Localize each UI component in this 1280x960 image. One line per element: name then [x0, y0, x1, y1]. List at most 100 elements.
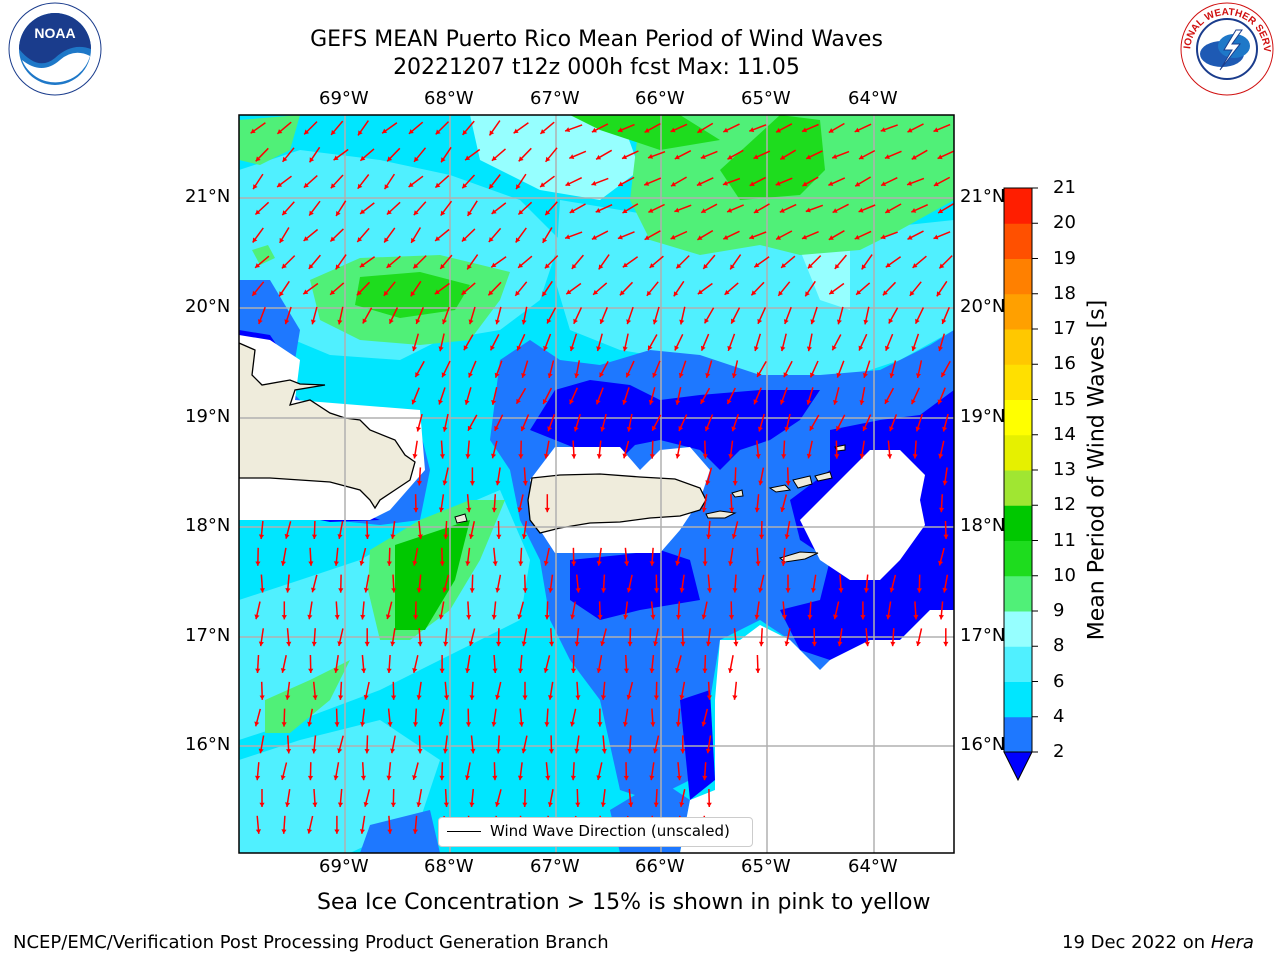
wind-wave-arrowhead [806, 346, 812, 352]
wind-wave-arrowhead [573, 318, 578, 324]
wind-wave-arrowhead [913, 614, 919, 620]
wind-wave-arrowhead [384, 184, 390, 190]
contour-10-11s [720, 115, 825, 200]
wind-wave-arrowhead [441, 372, 447, 378]
wind-wave-arrowhead [916, 588, 922, 593]
wind-wave-arrowhead [570, 721, 576, 727]
wind-wave-arrowhead [706, 588, 713, 593]
contour-8-9s [470, 115, 640, 200]
wind-wave-arrowhead [653, 802, 659, 807]
contour-4-6s [360, 810, 440, 853]
wind-wave-arrowhead [728, 454, 734, 459]
map-frame [238, 114, 955, 854]
wind-wave-arrowhead [255, 668, 261, 673]
footer-left: NCEP/EMC/Verification Post Processing Pr… [13, 932, 609, 953]
lat-tick-left: 21°N [185, 186, 231, 207]
wind-wave-arrowhead [517, 507, 523, 512]
wind-wave-arrowhead [491, 614, 497, 620]
wind-wave-arrowhead [674, 154, 680, 160]
wind-wave-arrowhead [469, 695, 475, 700]
wind-wave-arrowhead [282, 156, 288, 162]
wind-wave-arrowhead [678, 426, 684, 431]
wind-wave-arrowhead [832, 154, 838, 159]
wind-wave-arrowhead [652, 372, 658, 378]
wind-wave-arrowhead [333, 561, 339, 566]
wind-wave-arrowhead [259, 695, 265, 700]
wind-wave-arrowhead [518, 668, 524, 673]
wind-wave-arrowhead [411, 237, 416, 243]
colorbar-tick-label: 13 [1053, 459, 1076, 480]
wind-wave-arrowhead [258, 641, 264, 647]
wind-wave-arrowhead [649, 775, 655, 781]
wind-wave-arrowhead [357, 237, 363, 242]
wind-wave-arrowhead [754, 614, 760, 620]
wind-wave-arrowhead [434, 289, 440, 295]
wind-wave-arrowhead [626, 694, 632, 700]
wind-wave-arrowhead [543, 668, 549, 673]
wind-wave-arrowhead [785, 588, 791, 593]
wind-wave-arrowhead [412, 775, 418, 780]
wind-wave-arrowhead [706, 534, 712, 539]
lon-tick-bottom: 69°W [319, 856, 369, 877]
wind-wave-arrowhead [622, 346, 628, 352]
wind-wave-arrowhead [462, 183, 468, 189]
wind-wave-arrowhead [759, 534, 765, 539]
wind-wave-arrowhead [838, 588, 844, 593]
wind-wave-arrowhead [933, 234, 939, 240]
wind-wave-arrowhead [363, 694, 369, 700]
wind-wave-arrowhead [599, 372, 604, 378]
wind-wave-arrowhead [308, 264, 314, 269]
colorbar-segment [1004, 258, 1032, 295]
wind-wave-arrowhead [882, 290, 888, 296]
chart-title: GEFS MEAN Puerto Rico Mean Period of Win… [310, 27, 883, 52]
wind-wave-arrowhead [435, 129, 441, 135]
wind-wave-arrowhead [702, 561, 708, 566]
wind-wave-arrowhead [881, 181, 887, 186]
wind-wave-arrowhead [522, 588, 528, 593]
wind-wave-arrowhead [701, 507, 707, 513]
colorbar-segment [1004, 223, 1032, 259]
wind-wave-arrowhead [861, 264, 867, 270]
wind-wave-arrowhead [515, 290, 520, 296]
wind-wave-arrowhead [599, 319, 605, 324]
wind-wave-arrowhead [704, 318, 709, 324]
wind-wave-arrowhead [834, 454, 840, 459]
wind-wave-arrowhead [466, 507, 472, 513]
wind-wave-arrowhead [654, 588, 660, 593]
wind-wave-arrowhead [649, 454, 655, 459]
wind-wave-arrowhead [465, 775, 470, 780]
wind-wave-arrowhead [309, 157, 315, 163]
wind-wave-arrowhead [597, 615, 603, 620]
wind-wave-arrowhead [753, 346, 759, 351]
wind-wave-arrowhead [542, 237, 548, 243]
wind-wave-arrowhead [670, 127, 676, 133]
wind-wave-arrowhead [413, 615, 419, 620]
wind-wave-arrowhead [702, 775, 708, 781]
wind-wave-arrowhead [618, 181, 624, 187]
wind-wave-arrowhead [916, 373, 921, 378]
wind-wave-arrowhead [855, 181, 861, 187]
wind-wave-arrowhead [417, 641, 423, 647]
wind-wave-arrowhead [911, 208, 917, 213]
wind-wave-arrowhead [547, 373, 553, 378]
colorbar-tick-label: 10 [1053, 564, 1076, 586]
wind-wave-arrowhead [491, 262, 497, 268]
wind-wave-arrowhead [729, 507, 735, 513]
contour-9-10s [265, 660, 350, 733]
wind-wave-arrowhead [596, 154, 602, 160]
wind-wave-arrowhead [439, 668, 445, 673]
contour-2-4s [680, 690, 715, 800]
wind-wave-arrowhead [731, 426, 737, 432]
wind-wave-arrowhead [575, 588, 581, 593]
wind-wave-arrowhead [258, 748, 264, 754]
wind-wave-arrowhead [573, 426, 579, 432]
wind-wave-arrowhead [311, 534, 317, 539]
wind-wave-arrowhead [781, 263, 786, 268]
wind-wave-arrowhead [284, 533, 290, 539]
wind-wave-arrowhead [467, 264, 472, 270]
wind-wave-arrowhead [753, 399, 759, 405]
lat-tick-right: 21°N [960, 186, 1006, 207]
wind-wave-arrowhead [303, 182, 309, 188]
wind-wave-arrowhead [488, 290, 494, 296]
